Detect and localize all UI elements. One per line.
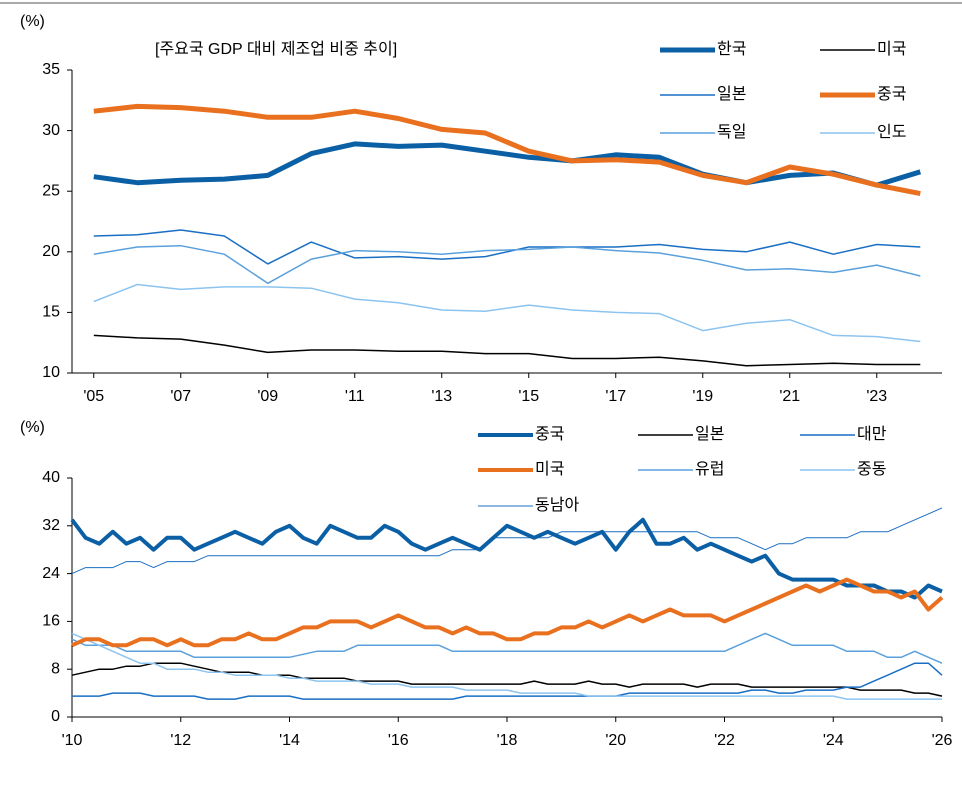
legend-label: 유럽 bbox=[695, 460, 724, 478]
series-line bbox=[71, 632, 943, 664]
series-line bbox=[93, 244, 921, 285]
y-tick-label: 35 bbox=[42, 61, 60, 78]
series-line bbox=[93, 141, 922, 188]
y-tick-label: 10 bbox=[42, 364, 60, 381]
x-tick-label: '17 bbox=[605, 388, 626, 405]
x-tick-label: '18 bbox=[497, 732, 518, 749]
x-tick-label: '26 bbox=[932, 732, 953, 749]
x-tick-label: '19 bbox=[692, 388, 713, 405]
legend-label: 미국 bbox=[877, 40, 906, 58]
series-line bbox=[71, 632, 942, 700]
series-line bbox=[70, 517, 943, 600]
x-tick-label: '14 bbox=[279, 732, 300, 749]
y-tick-label: 8 bbox=[51, 660, 60, 677]
y-tick-label: 20 bbox=[42, 243, 60, 260]
x-tick-label: '16 bbox=[388, 732, 409, 749]
x-tick-label: '21 bbox=[779, 388, 800, 405]
legend-label: 중국 bbox=[535, 426, 564, 443]
y-tick-label: 24 bbox=[42, 565, 60, 582]
y-tick-label: 25 bbox=[42, 182, 60, 199]
legend-label: 한국 bbox=[717, 40, 746, 58]
y-axis-label: (%) bbox=[20, 13, 45, 30]
series-line bbox=[93, 103, 921, 197]
annotation: [주요국 GDP 대비 제조업 비중 추이] bbox=[155, 40, 397, 58]
series-line bbox=[71, 507, 943, 575]
legend-label: 중동 bbox=[857, 461, 886, 478]
series-line bbox=[71, 662, 943, 697]
series-line bbox=[93, 283, 921, 343]
series-line bbox=[93, 334, 921, 367]
legend-label: 인도 bbox=[877, 123, 906, 141]
y-tick-label: 32 bbox=[42, 517, 60, 534]
series-line bbox=[71, 577, 944, 648]
legend-label: 일본 bbox=[717, 85, 746, 103]
y-tick-label: 40 bbox=[42, 469, 60, 486]
x-tick-label: '10 bbox=[62, 732, 83, 749]
legend-label: 독일 bbox=[717, 123, 746, 141]
x-tick-label: '07 bbox=[170, 388, 191, 405]
y-axis-label: (%) bbox=[20, 419, 45, 436]
legend-label: 중국 bbox=[877, 86, 906, 103]
x-tick-label: '12 bbox=[170, 732, 191, 749]
legend-label: 일본 bbox=[695, 425, 724, 443]
legend-label: 동남아 bbox=[535, 496, 579, 514]
legend-label: 미국 bbox=[535, 460, 564, 478]
series-line bbox=[93, 229, 921, 265]
y-tick-label: 15 bbox=[42, 304, 60, 321]
y-tick-label: 0 bbox=[51, 708, 60, 725]
series-line bbox=[72, 662, 943, 700]
x-tick-label: '24 bbox=[823, 732, 844, 749]
x-tick-label: '09 bbox=[257, 388, 278, 405]
x-tick-label: '23 bbox=[866, 388, 887, 405]
x-tick-label: '15 bbox=[518, 388, 539, 405]
x-tick-label: '20 bbox=[605, 732, 626, 749]
legend-label: 대만 bbox=[857, 425, 887, 443]
x-tick-label: '11 bbox=[345, 388, 365, 405]
x-tick-label: '13 bbox=[431, 388, 452, 405]
x-tick-label: '22 bbox=[714, 732, 735, 749]
y-tick-label: 16 bbox=[42, 613, 60, 630]
x-tick-label: '05 bbox=[83, 388, 104, 405]
y-tick-label: 30 bbox=[42, 122, 60, 139]
